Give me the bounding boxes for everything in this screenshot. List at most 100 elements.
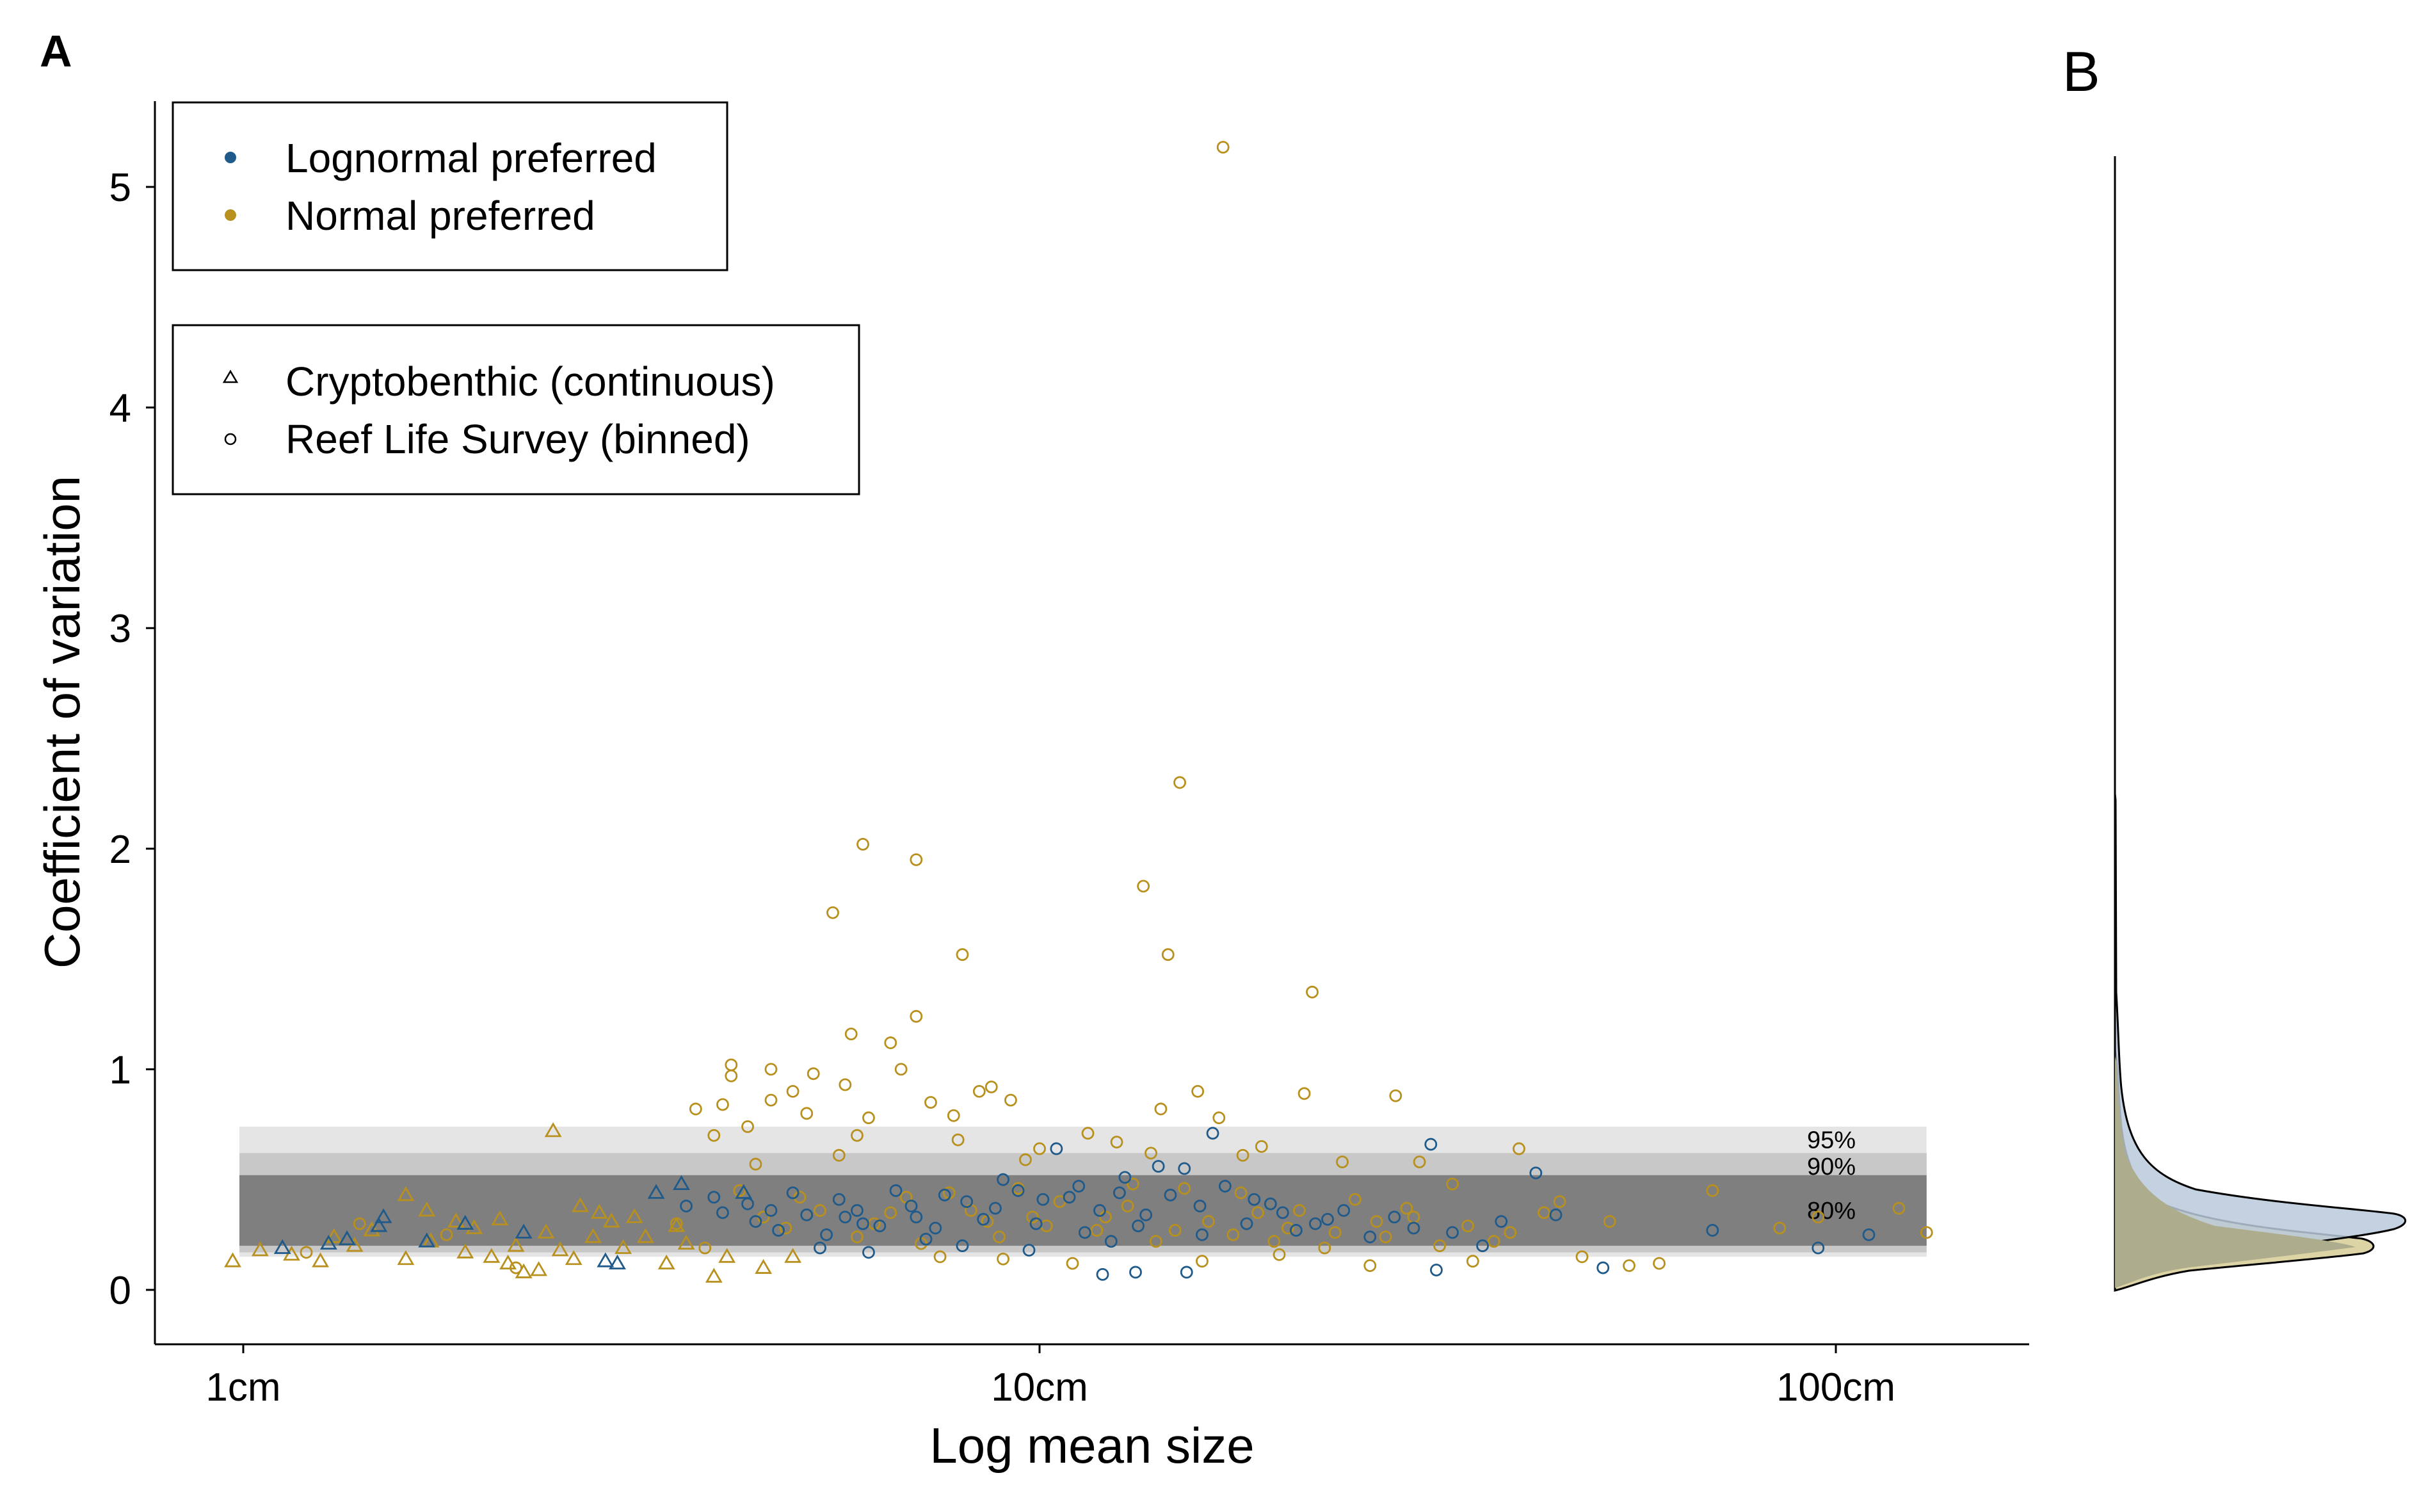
point-normal-triangle <box>755 1259 773 1274</box>
point-lognormal-circle <box>1862 1228 1876 1241</box>
point-normal-circle <box>807 1067 820 1081</box>
point-lognormal-circle <box>1308 1217 1322 1230</box>
point-normal-circle <box>1216 141 1230 154</box>
point-lognormal-circle <box>1029 1217 1043 1230</box>
plot-area-a: 95%90% 80% 0 1 2 3 4 5 1cm 10cm 100cm Log mean s… <box>34 101 2029 1474</box>
point-normal-circle <box>1191 1084 1205 1098</box>
point-lognormal-circle <box>764 1204 778 1217</box>
point-normal-triangle <box>636 1228 654 1243</box>
legend-item-normal: Normal preferred <box>225 193 595 239</box>
point-lognormal-circle <box>1178 1162 1191 1175</box>
point-normal-circle <box>800 1107 814 1120</box>
point-normal-circle <box>997 1252 1009 1266</box>
point-lognormal-circle <box>1072 1180 1086 1193</box>
point-lognormal-circle <box>1706 1224 1719 1237</box>
point-normal-circle <box>1281 1221 1294 1235</box>
point-normal-circle <box>1212 1111 1226 1125</box>
point-lognormal-circle <box>1132 1219 1145 1232</box>
point-lognormal-circle <box>910 1210 923 1224</box>
point-lognormal-circle <box>1196 1228 1209 1241</box>
point-lognormal-circle <box>977 1212 990 1226</box>
point-lognormal-circle <box>820 1228 833 1241</box>
point-normal-circle <box>851 1129 864 1142</box>
legend-item-cryptobenthic: Cryptobenthic (continuous) <box>222 358 775 405</box>
point-normal-triangle <box>572 1197 589 1212</box>
point-normal-triangle <box>397 1250 415 1266</box>
point-normal-circle <box>851 1230 864 1244</box>
point-normal-triangle <box>491 1210 509 1226</box>
point-normal-triangle <box>537 1223 555 1239</box>
point-normal-triangle <box>718 1248 736 1263</box>
point-lognormal-triangle <box>319 1234 337 1250</box>
point-lognormal-triangle <box>418 1232 436 1248</box>
point-normal-circle <box>1413 1155 1426 1169</box>
legend-label-cryptobenthic: Cryptobenthic (continuous) <box>285 358 775 405</box>
point-lognormal-circle <box>1022 1244 1036 1257</box>
point-normal-circle <box>1892 1202 1906 1215</box>
y-tick-label: 2 <box>109 828 131 872</box>
point-lognormal-circle <box>1276 1206 1289 1219</box>
y-tick-label: 5 <box>109 166 131 210</box>
point-normal-triangle <box>507 1237 525 1252</box>
point-normal-circle <box>832 1148 846 1162</box>
point-lognormal-triangle <box>456 1214 474 1230</box>
legend-label-lognormal: Lognormal preferred <box>285 135 657 181</box>
point-normal-circle <box>1504 1226 1517 1239</box>
point-lognormal-triangle <box>735 1184 753 1199</box>
point-normal-triangle <box>584 1228 602 1243</box>
point-normal-circle <box>1370 1215 1383 1228</box>
point-normal-circle <box>725 1069 738 1082</box>
point-normal-circle <box>689 1102 702 1116</box>
panel-b-label: B <box>2062 40 2100 103</box>
point-lognormal-circle <box>1078 1226 1091 1239</box>
point-normal-circle <box>1298 1087 1311 1100</box>
point-lognormal-circle <box>1063 1191 1076 1204</box>
point-lognormal-circle <box>1264 1197 1277 1210</box>
point-lognormal-triangle <box>273 1239 291 1254</box>
point-normal-circle <box>1433 1239 1446 1252</box>
point-normal-circle <box>1920 1226 1933 1239</box>
point-lognormal-circle <box>1180 1266 1193 1279</box>
point-normal-circle <box>1293 1204 1306 1217</box>
legend-label-normal: Normal preferred <box>285 193 595 239</box>
point-lognormal-triangle <box>609 1254 626 1270</box>
point-normal-circle <box>1318 1241 1331 1255</box>
band-95-label: 95% <box>1807 1127 1856 1154</box>
point-lognormal-triangle <box>374 1208 392 1223</box>
point-normal-circle <box>984 1081 998 1093</box>
point-normal-triangle <box>677 1234 695 1250</box>
point-lognormal-circle <box>1118 1171 1132 1184</box>
point-lognormal-circle <box>938 1188 951 1202</box>
point-normal-circle <box>1336 1155 1349 1169</box>
point-lognormal-circle <box>1036 1193 1050 1206</box>
point-lognormal-circle <box>851 1204 864 1217</box>
point-normal-circle <box>1121 1200 1134 1212</box>
point-normal-circle <box>1251 1206 1264 1219</box>
point-lognormal-circle <box>1011 1184 1025 1197</box>
confidence-bands: 95%90% 80% <box>239 1126 1927 1257</box>
plot-area-b <box>2114 156 2407 1292</box>
point-normal-circle <box>1154 1102 1168 1116</box>
point-lognormal-circle <box>1337 1204 1351 1217</box>
point-lognormal-circle <box>1363 1230 1377 1244</box>
point-normal-circle <box>1379 1230 1392 1244</box>
point-normal-circle <box>1236 1148 1250 1162</box>
point-normal-circle <box>1004 1093 1017 1107</box>
point-lognormal-circle <box>919 1232 933 1246</box>
point-normal-circle <box>862 1111 875 1125</box>
point-normal-circle <box>1389 1089 1402 1102</box>
point-lognormal-circle <box>1152 1160 1165 1173</box>
normal-dot-icon <box>225 209 236 221</box>
point-normal-circle <box>1066 1257 1079 1270</box>
x-axis-ticks: 1cm 10cm 100cm <box>205 1344 1895 1410</box>
point-lognormal-triangle <box>515 1223 533 1239</box>
point-normal-triangle <box>499 1254 517 1270</box>
point-normal-circle <box>910 853 923 866</box>
point-lognormal-circle <box>1388 1210 1401 1224</box>
legend-color: Lognormal preferred Normal preferred <box>172 101 728 271</box>
point-lognormal-circle <box>716 1206 729 1219</box>
point-normal-triangle <box>602 1212 620 1228</box>
point-lognormal-triangle <box>597 1252 615 1267</box>
point-lognormal-circle <box>1549 1208 1563 1221</box>
point-normal-circle <box>924 1096 937 1109</box>
